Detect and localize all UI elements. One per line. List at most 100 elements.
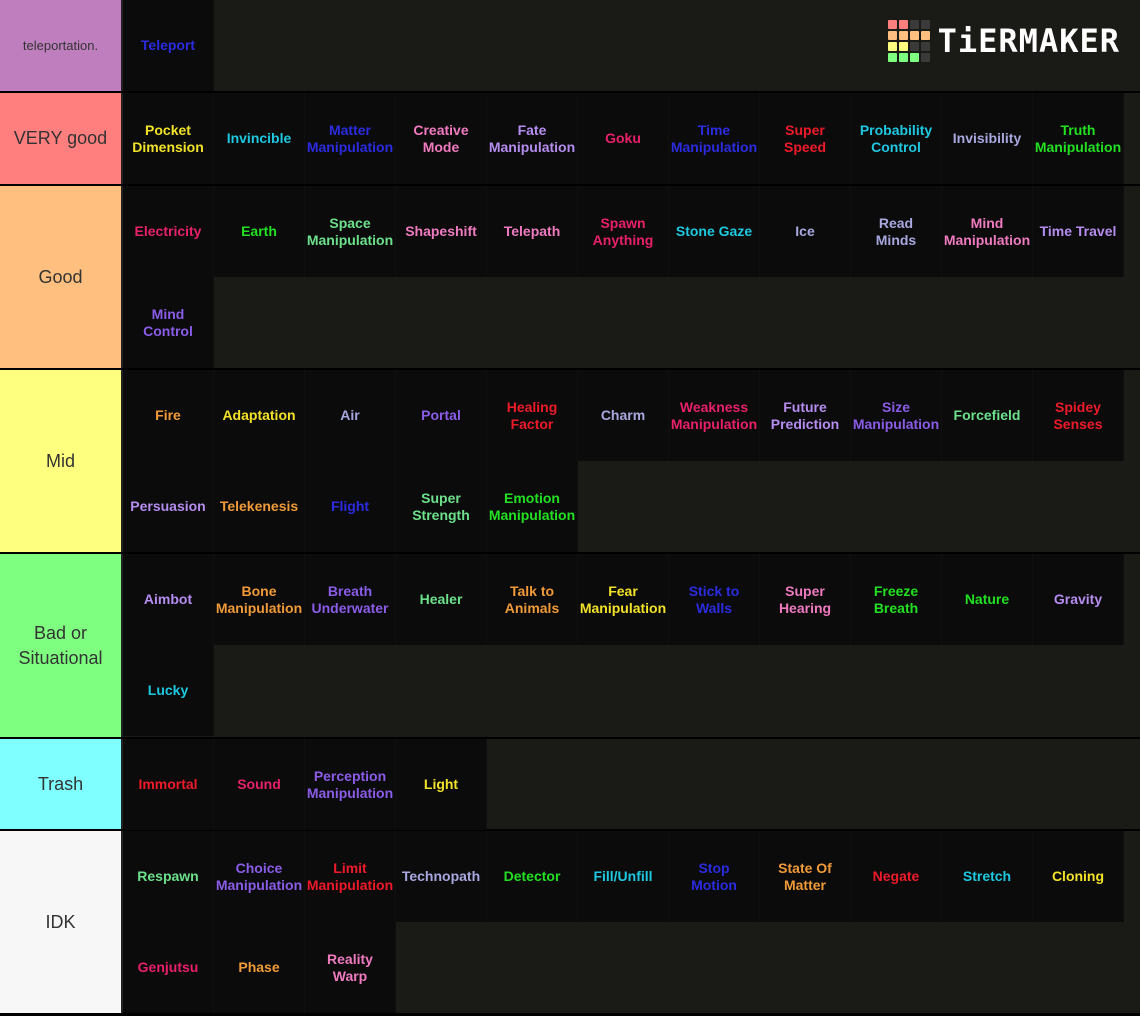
tier-item-tile[interactable]: Earth [214, 186, 305, 277]
tier-item-tile[interactable]: Probability Control [851, 93, 942, 184]
tier-item-tile[interactable]: Cloning [1033, 831, 1124, 922]
tier-item-tile[interactable]: Super Speed [760, 93, 851, 184]
tier-item-tile[interactable]: Gravity [1033, 554, 1124, 645]
tier-item-tile[interactable]: Teleport [123, 0, 214, 91]
tier-items-dropzone[interactable]: Teleport [123, 0, 1140, 91]
tier-label[interactable]: Good [0, 186, 123, 368]
tier-item-tile[interactable]: Reality Warp [305, 922, 396, 1013]
tier-item-tile[interactable]: Sound [214, 739, 305, 830]
tier-label[interactable]: teleportation. [0, 0, 123, 91]
tier-item-tile[interactable]: Light [396, 739, 487, 830]
tier-item-tile[interactable]: Invisibility [942, 93, 1033, 184]
tier-item-tile[interactable]: Respawn [123, 831, 214, 922]
tier-label[interactable]: IDK [0, 831, 123, 1013]
logo-square [898, 42, 908, 51]
tier-item-tile[interactable]: Technopath [396, 831, 487, 922]
tier-item-tile[interactable]: Telekenesis [214, 461, 305, 552]
tier-label[interactable]: VERY good [0, 93, 123, 184]
tier-item-tile[interactable]: Lucky [123, 645, 214, 736]
tier-item-tile[interactable]: Portal [396, 370, 487, 461]
tier-item-tile[interactable]: Air [305, 370, 396, 461]
tier-item-tile[interactable]: Weakness Manipulation [669, 370, 760, 461]
tier-item-tile[interactable]: Choice Manipulation [214, 831, 305, 922]
tier-item-tile[interactable]: Mind Manipulation [942, 186, 1033, 277]
tier-item-tile[interactable]: Detector [487, 831, 578, 922]
tier-item-tile[interactable]: Bone Manipulation [214, 554, 305, 645]
tier-item-tile[interactable]: Truth Manipulation [1033, 93, 1124, 184]
tier-item-tile[interactable]: Negate [851, 831, 942, 922]
tier-item-tile[interactable]: Breath Underwater [305, 554, 396, 645]
tier-item-tile[interactable]: Goku [578, 93, 669, 184]
logo-square [920, 20, 930, 29]
tier-item-tile[interactable]: Fire [123, 370, 214, 461]
tier-item-text: Talk to Animals [504, 582, 560, 616]
tier-item-tile[interactable]: Flight [305, 461, 396, 552]
tier-item-tile[interactable]: Healer [396, 554, 487, 645]
tier-item-text: Healer [419, 591, 463, 607]
tier-item-text: Technopath [401, 868, 481, 884]
tier-item-tile[interactable]: Time Travel [1033, 186, 1124, 277]
tier-item-text: Creative Mode [413, 121, 469, 155]
tier-label-text: Mid [45, 450, 75, 471]
tier-label[interactable]: Mid [0, 370, 123, 552]
tier-item-tile[interactable]: Fate Manipulation [487, 93, 578, 184]
tier-item-tile[interactable]: Telepath [487, 186, 578, 277]
tier-item-text: Air [340, 407, 360, 423]
tier-item-text: Electricity [134, 223, 202, 239]
tier-items-dropzone[interactable]: Fire Adaptation Air Portal Healing Factor Cha… [123, 370, 1140, 552]
tier-item-tile[interactable]: Super Hearing [760, 554, 851, 645]
tier-item-tile[interactable]: Creative Mode [396, 93, 487, 184]
tier-items-dropzone[interactable]: Respawn Choice Manipulation Limit Manipula… [123, 831, 1140, 1013]
tier-label[interactable]: Bad or Situational [0, 554, 123, 737]
tier-item-tile[interactable]: Stop Motion [669, 831, 760, 922]
tier-item-tile[interactable]: Super Strength [396, 461, 487, 552]
tier-items-dropzone[interactable]: Immortal Sound Perception Manipulation Ligh… [123, 739, 1140, 830]
tier-item-tile[interactable]: Phase [214, 922, 305, 1013]
tier-item-tile[interactable]: Mind Control [123, 277, 214, 368]
tier-item-tile[interactable]: Size Manipulation [851, 370, 942, 461]
tier-item-tile[interactable]: Persuasion [123, 461, 214, 552]
tier-label[interactable]: Trash [0, 739, 123, 829]
tier-item-tile[interactable]: Limit Manipulation [305, 831, 396, 922]
tier-item-tile[interactable]: Time Manipulation [669, 93, 760, 184]
tier-item-tile[interactable]: Invincible [214, 93, 305, 184]
tier-item-text: Fire [155, 407, 181, 423]
tier-item-tile[interactable]: Healing Factor [487, 370, 578, 461]
tier-item-tile[interactable]: Matter Manipulation [305, 93, 396, 184]
tier-item-tile[interactable]: Spawn Anything [578, 186, 669, 277]
tier-item-tile[interactable]: Nature [942, 554, 1033, 645]
tier-item-tile[interactable]: Stretch [942, 831, 1033, 922]
tier-item-tile[interactable]: Future Prediction [760, 370, 851, 461]
logo-square [920, 53, 930, 62]
tier-item-tile[interactable]: Genjutsu [123, 922, 214, 1013]
tier-item-tile[interactable]: Aimbot [123, 554, 214, 645]
tier-item-text: Ice [795, 223, 815, 239]
tier-item-tile[interactable]: Ice [760, 186, 851, 277]
tier-item-tile[interactable]: Shapeshift [396, 186, 487, 277]
tier-item-text: Respawn [137, 868, 199, 884]
tier-item-tile[interactable]: Charm [578, 370, 669, 461]
tier-item-tile[interactable]: Adaptation [214, 370, 305, 461]
logo-square [898, 53, 908, 62]
tier-items-dropzone[interactable]: Electricity Earth Space Manipulation Shapes… [123, 186, 1140, 368]
tier-item-tile[interactable]: Space Manipulation [305, 186, 396, 277]
tier-item-tile[interactable]: Fear Manipulation [578, 554, 669, 645]
tier-item-tile[interactable]: Electricity [123, 186, 214, 277]
tier-item-tile[interactable]: Perception Manipulation [305, 739, 396, 830]
tier-items-dropzone[interactable]: Aimbot Bone Manipulation Breath Underwater… [123, 554, 1140, 737]
logo-square [887, 20, 897, 29]
tier-item-tile[interactable]: Spidey Senses [1033, 370, 1124, 461]
tier-item-tile[interactable]: Emotion Manipulation [487, 461, 578, 552]
tier-item-tile[interactable]: Immortal [123, 739, 214, 830]
tier-item-tile[interactable]: Forcefield [942, 370, 1033, 461]
tier-item-text: Aimbot [143, 591, 193, 607]
tier-item-tile[interactable]: Fill/Unfill [578, 831, 669, 922]
tier-items-dropzone[interactable]: Pocket Dimension Invincible Matter Manipul… [123, 93, 1140, 184]
tier-item-tile[interactable]: State Of Matter [760, 831, 851, 922]
tier-item-tile[interactable]: Pocket Dimension [123, 93, 214, 184]
tier-item-tile[interactable]: Stick to Walls [669, 554, 760, 645]
tier-item-tile[interactable]: Stone Gaze [669, 186, 760, 277]
tier-item-tile[interactable]: Freeze Breath [851, 554, 942, 645]
tier-item-tile[interactable]: Read Minds [851, 186, 942, 277]
tier-item-tile[interactable]: Talk to Animals [487, 554, 578, 645]
